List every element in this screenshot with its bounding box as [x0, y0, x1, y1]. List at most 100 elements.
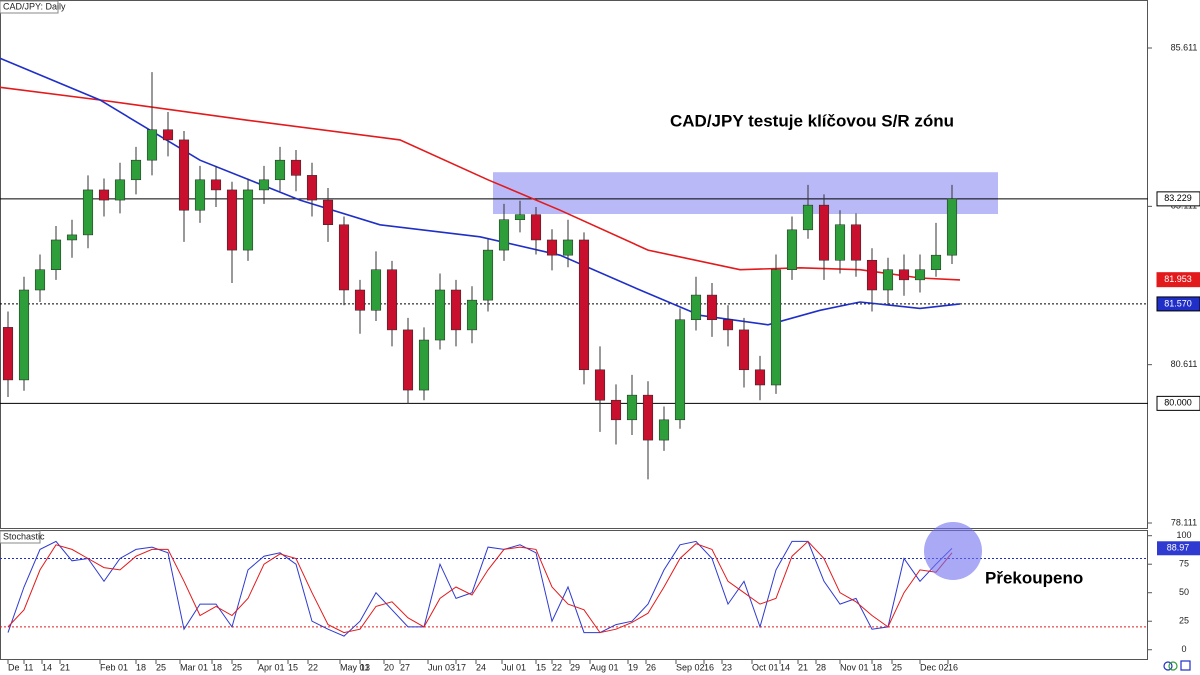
- candle-body: [706, 294, 718, 321]
- x-tick-label: Nov 01: [840, 662, 869, 672]
- x-tick-label: 28: [816, 662, 826, 672]
- candle-body: [786, 229, 798, 270]
- candle-body: [498, 219, 510, 251]
- candle-body: [242, 189, 254, 251]
- candle-body: [626, 394, 638, 421]
- x-tick-label: 14: [780, 662, 790, 672]
- candle-body: [402, 329, 414, 391]
- stoch-title: Stochastic: [3, 531, 45, 541]
- stoch-panel: [0, 530, 1148, 660]
- zone-layer: [493, 172, 998, 214]
- x-tick-label: 25: [232, 662, 242, 672]
- x-tick-label: 18: [212, 662, 222, 672]
- candle-body: [882, 269, 894, 291]
- candle-body: [354, 289, 366, 311]
- candle-body: [418, 339, 430, 391]
- sr-zone: [493, 172, 998, 214]
- candle-body: [722, 319, 734, 331]
- candle-body: [2, 327, 14, 381]
- candle-body: [866, 259, 878, 291]
- x-tick-label: 16: [948, 662, 958, 672]
- candle-body: [514, 214, 526, 220]
- candle-body: [386, 269, 398, 331]
- y-tick-label: 100: [1176, 530, 1191, 540]
- candle-body: [594, 369, 606, 401]
- x-tick-label: 15: [288, 662, 298, 672]
- candle-body: [690, 294, 702, 321]
- x-tick-label: Jun 03: [428, 662, 455, 672]
- x-tick-label: 25: [892, 662, 902, 672]
- candle-body: [802, 204, 814, 231]
- candle-body: [946, 198, 958, 256]
- x-tick-label: 25: [156, 662, 166, 672]
- candle-body: [210, 179, 222, 191]
- x-tick-label: 14: [42, 662, 52, 672]
- candle-body: [146, 129, 158, 161]
- x-tick-label: Oct 01: [752, 662, 779, 672]
- candle-body: [530, 214, 542, 241]
- x-tick-label: 13: [360, 662, 370, 672]
- stoch-title-box: [0, 530, 41, 544]
- x-tick-label: 23: [722, 662, 732, 672]
- y-tick-label: 25: [1179, 616, 1189, 626]
- price-marker-label: 83.229: [1164, 193, 1192, 203]
- x-tick-label: 16: [704, 662, 714, 672]
- candle-body: [754, 369, 766, 386]
- candle-body: [770, 269, 782, 386]
- chart-title: CAD/JPY: Daily: [3, 1, 66, 11]
- x-tick-label: 18: [136, 662, 146, 672]
- y-tick-label: 50: [1179, 587, 1189, 597]
- candle-body: [466, 299, 478, 331]
- price-marker-label: 81.570: [1164, 298, 1192, 308]
- stoch-line: [7, 540, 953, 634]
- candle-body: [738, 329, 750, 371]
- candle-body: [850, 224, 862, 261]
- x-tick-label: De: [8, 662, 20, 672]
- price-marker-label: 80.000: [1164, 398, 1192, 408]
- x-tick-label: Apr 01: [258, 662, 285, 672]
- highlight-circle: [924, 522, 982, 580]
- candle-body: [898, 269, 910, 281]
- candle-body: [322, 199, 334, 226]
- candle-body: [82, 189, 94, 236]
- annotation: Překoupeno: [985, 568, 1083, 587]
- candle-body: [338, 224, 350, 291]
- candle-body: [434, 289, 446, 341]
- candle-body: [914, 269, 926, 281]
- candle-body: [290, 159, 302, 176]
- candle-body: [18, 289, 30, 381]
- candle-body: [258, 179, 270, 191]
- candle-body: [114, 179, 126, 201]
- candle-body: [450, 289, 462, 331]
- candle-body: [66, 234, 78, 241]
- x-tick-label: 18: [872, 662, 882, 672]
- candle-body: [818, 204, 830, 261]
- price-marker: [1156, 191, 1200, 207]
- corner-icons[interactable]: [1163, 660, 1191, 671]
- x-tick-label: Dec 02: [920, 662, 949, 672]
- candle-body: [226, 189, 238, 251]
- candle-body: [34, 269, 46, 291]
- candle-body: [674, 319, 686, 421]
- candle-body: [370, 269, 382, 311]
- x-tick-label: Feb 01: [100, 662, 128, 672]
- candle-body: [482, 249, 494, 301]
- x-tick-label: Sep 02: [676, 662, 705, 672]
- stoch-line: [7, 540, 953, 637]
- price-marker: [1156, 272, 1200, 288]
- value-marker: [1157, 541, 1200, 556]
- y-tick-label: 0: [1181, 644, 1186, 654]
- candle-body: [930, 254, 942, 270]
- candle-body: [578, 239, 590, 371]
- candle-body: [610, 399, 622, 421]
- x-tick-label: 15: [536, 662, 546, 672]
- x-tick-label: 20: [384, 662, 394, 672]
- x-tick-label: 27: [400, 662, 410, 672]
- candle-body: [130, 159, 142, 181]
- x-tick-label: 24: [476, 662, 486, 672]
- x-tick-label: Jul 01: [502, 662, 526, 672]
- x-tick-label: 22: [308, 662, 318, 672]
- y-tick-label: 80.611: [1171, 359, 1198, 369]
- candle-body: [562, 239, 574, 256]
